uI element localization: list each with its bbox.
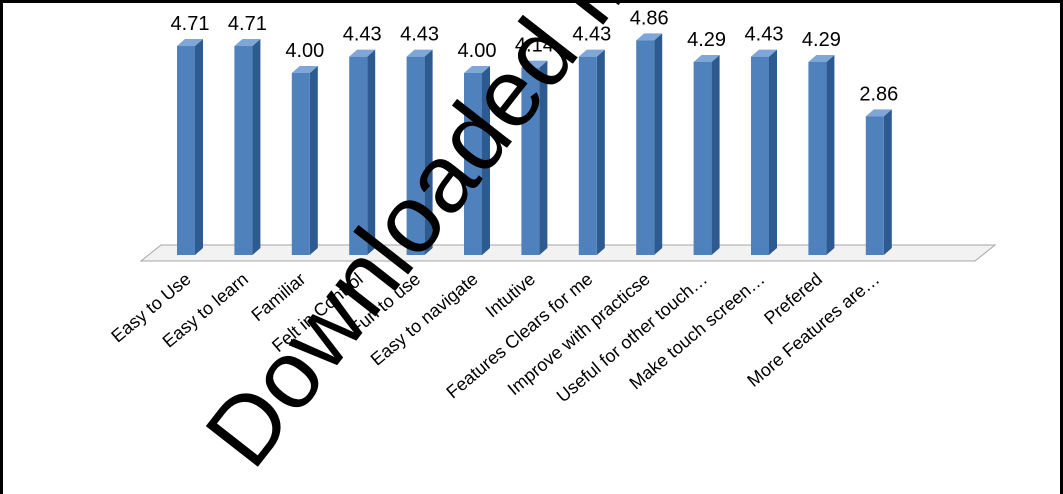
bar-side bbox=[252, 39, 261, 255]
bar-front bbox=[291, 73, 310, 255]
bar-top bbox=[234, 39, 261, 47]
value-labels-group: 4.71 4.71 4.00 4.43 4.43 4.00 4.14 4.43 4.86 4.29… bbox=[171, 7, 899, 105]
bar-easy-to-learn bbox=[234, 39, 261, 255]
value-label-prefered: 4.29 bbox=[802, 29, 841, 51]
bar-side bbox=[195, 39, 203, 255]
value-label-intutive: 4.14 bbox=[515, 35, 554, 57]
bar-side bbox=[826, 54, 835, 256]
bar-front bbox=[578, 56, 597, 255]
bar-side bbox=[309, 66, 318, 255]
bar-easy-to-use bbox=[177, 39, 203, 255]
bar-front bbox=[751, 56, 769, 255]
bar-make-touch-screen bbox=[751, 49, 777, 255]
bar-useful-for-other-touch bbox=[693, 54, 720, 256]
bar-more-features-are bbox=[865, 109, 892, 255]
bar-top bbox=[521, 60, 548, 68]
bar-top bbox=[693, 54, 720, 62]
value-label-features-clears-for-me: 4.43 bbox=[572, 24, 611, 46]
bar-front bbox=[464, 73, 482, 255]
bar-side bbox=[654, 33, 663, 255]
bar-familiar bbox=[291, 66, 318, 255]
value-label-easy-to-navigate: 4.00 bbox=[458, 40, 497, 62]
bar-top bbox=[177, 39, 203, 47]
bar-side bbox=[539, 60, 548, 256]
value-label-easy-to-learn: 4.71 bbox=[228, 13, 267, 35]
bar-side bbox=[424, 49, 433, 255]
bar-top bbox=[406, 49, 433, 57]
bar-front bbox=[177, 46, 195, 255]
bar-improve-with-practicse bbox=[636, 33, 663, 255]
value-label-improve-with-practicse: 4.86 bbox=[630, 7, 669, 29]
bar-front bbox=[406, 56, 425, 255]
bar-side bbox=[596, 49, 605, 255]
bar-front bbox=[349, 56, 368, 255]
bar-top bbox=[349, 49, 376, 57]
bar-easy-to-navigate bbox=[464, 66, 490, 255]
bar-top bbox=[808, 54, 835, 62]
bar-side bbox=[367, 49, 376, 255]
value-label-easy-to-use: 4.71 bbox=[171, 13, 210, 35]
bar-front bbox=[636, 40, 655, 255]
bar-intutive bbox=[521, 60, 548, 256]
value-label-more-features-are: 2.86 bbox=[859, 83, 898, 105]
bar-features-clears-for-me bbox=[578, 49, 605, 255]
bar-felt-in-control bbox=[349, 49, 376, 255]
bar-front bbox=[521, 67, 540, 256]
bar-fun-to-use bbox=[406, 49, 433, 255]
value-label-felt-in-control: 4.43 bbox=[343, 24, 382, 46]
bar-chart: 4.71 4.71 4.00 4.43 4.43 4.00 4.14 4.43 4.86 4.29… bbox=[107, 3, 997, 486]
bar-top bbox=[636, 33, 663, 41]
bar-prefered bbox=[808, 54, 835, 256]
bar-front bbox=[234, 46, 253, 255]
bar-side bbox=[711, 54, 720, 256]
value-label-fun-to-use: 4.43 bbox=[400, 24, 439, 46]
bar-top bbox=[291, 66, 318, 73]
bar-top bbox=[464, 66, 490, 73]
bar-top bbox=[865, 109, 892, 117]
bars-group bbox=[177, 33, 892, 256]
bar-top bbox=[578, 49, 605, 57]
value-label-familiar: 4.00 bbox=[285, 40, 324, 62]
value-label-make-touch-screen: 4.43 bbox=[745, 24, 784, 46]
bar-side bbox=[482, 66, 490, 255]
value-label-useful-for-other-touch: 4.29 bbox=[687, 29, 726, 51]
bar-front bbox=[693, 61, 712, 256]
bar-top bbox=[751, 49, 777, 57]
bar-front bbox=[808, 61, 827, 256]
bar-front bbox=[865, 116, 884, 255]
bar-side bbox=[769, 49, 777, 255]
bar-side bbox=[883, 109, 892, 255]
